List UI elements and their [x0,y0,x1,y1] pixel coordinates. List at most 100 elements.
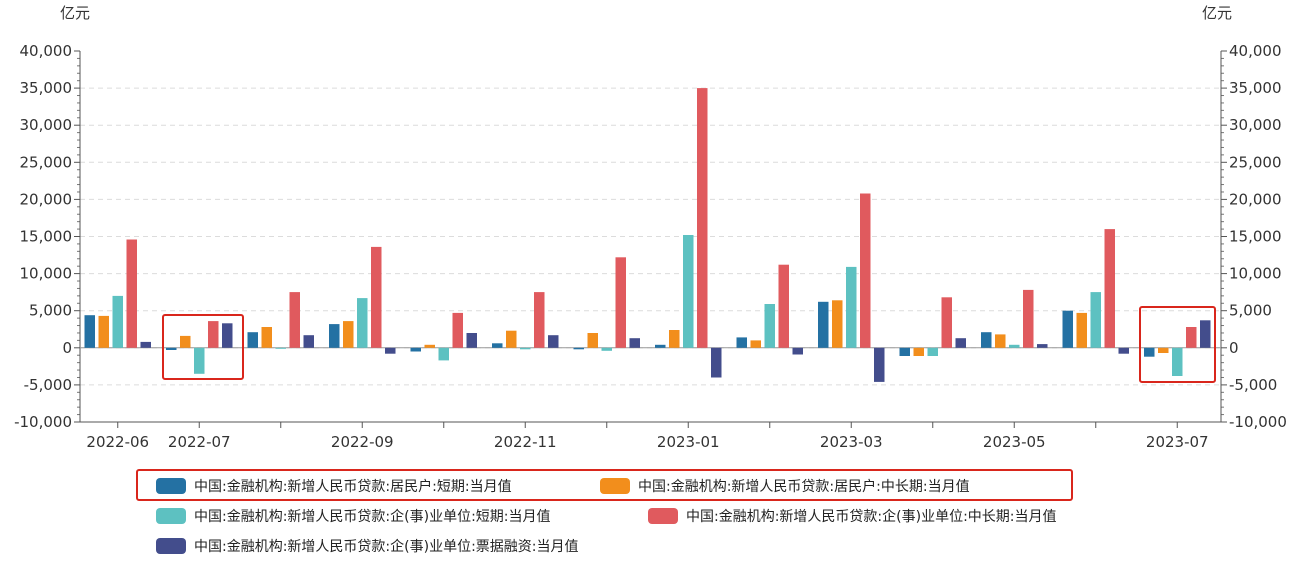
bar [126,239,137,348]
y-tick-label-left: 15,000 [20,228,73,246]
bar [778,264,789,348]
y-tick-label-right: 35,000 [1229,79,1282,97]
bar [792,347,803,355]
bar [981,332,992,348]
bar [683,235,694,348]
y-tick-label-right: 10,000 [1229,265,1282,283]
bar [492,343,503,348]
bar [343,321,354,348]
bar [140,341,151,348]
legend-swatch [156,508,186,524]
y-unit-left: 亿元 [60,4,90,22]
y-tick-label-left: 10,000 [20,265,73,283]
bar [424,344,435,348]
bar [995,334,1006,348]
bar [629,338,640,348]
y-tick-label-left: -10,000 [14,413,72,431]
legend-swatch [156,478,186,494]
bar [1037,344,1048,348]
y-tick-label-right: -5,000 [1229,376,1277,394]
bar [764,304,775,348]
y-tick-label-left: 25,000 [20,153,73,171]
bar [194,347,205,374]
bar [261,327,272,348]
bar [410,347,421,352]
y-tick-label-left: 30,000 [20,116,73,134]
y-tick-label-right: 40,000 [1229,42,1282,60]
bar [98,315,109,348]
bar [874,347,885,382]
bar [750,340,761,348]
y-tick-label-left: -5,000 [24,376,72,394]
legend-label: 中国:金融机构:新增人民币贷款:居民户:短期:当月值 [194,478,512,495]
tick-labels: 40,000 40,000 35,000 35,000 30,000 30,000 25,0… [14,42,1287,451]
bar [669,330,680,348]
y-tick-label-left: 35,000 [20,79,73,97]
x-tick-label: 2023-01 [657,433,720,451]
bar [846,266,857,348]
highlight-box-2023-07 [1139,306,1216,383]
x-tick-label: 2022-09 [331,433,394,451]
bar [941,297,952,348]
y-tick-label-right: 30,000 [1229,116,1282,134]
bar [112,295,123,348]
bar [385,347,396,354]
bar [587,333,598,348]
bars [84,88,1211,382]
bar [927,347,938,356]
y-tick-label-left: 40,000 [20,42,73,60]
bar [1200,320,1211,348]
legend-label: 中国:金融机构:新增人民币贷款:企(事)业单位:短期:当月值 [194,508,551,525]
bar [329,324,340,348]
bar [1158,347,1169,353]
legend-swatch [648,508,678,524]
x-tick-label: 2023-03 [820,433,883,451]
bar [357,298,368,348]
highlight-box-legend [136,469,1073,501]
legend-label: 中国:金融机构:新增人民币贷款:企(事)业单位:中长期:当月值 [686,508,1057,525]
bar [1076,312,1087,348]
bar [697,88,708,348]
y-tick-label-right: 15,000 [1229,228,1282,246]
legend-label: 中国:金融机构:新增人民币贷款:企(事)业单位:票据融资:当月值 [194,538,579,555]
bar [736,337,747,348]
bar [711,347,722,378]
highlight-box-2022-07 [162,314,244,380]
y-tick-label-right: 0 [1229,339,1239,357]
bar [222,323,233,348]
y-tick-label-left: 20,000 [20,190,73,208]
bar [303,335,314,348]
bar [289,292,300,348]
highlight-boxes [136,306,1216,501]
bar [371,246,382,348]
bar [180,335,191,348]
bar [1090,292,1101,348]
bar [275,347,286,349]
bar [438,347,449,361]
bar [655,344,666,348]
x-tick-label: 2022-11 [494,433,557,451]
y-tick-label-left: 5,000 [29,302,72,320]
y-tick-label-right: 20,000 [1229,190,1282,208]
x-tick-label: 2022-06 [86,433,149,451]
x-tick-label: 2023-07 [1146,433,1209,451]
bar [1062,310,1073,348]
legend: 中国:金融机构:新增人民币贷款:居民户:短期:当月值中国:金融机构:新增人民币贷… [156,478,1057,555]
x-tick-label: 2023-05 [983,433,1046,451]
bar [1186,327,1197,348]
bar [534,292,545,348]
bar [818,301,829,348]
bar [832,300,843,348]
bar [84,315,95,348]
bar [601,347,612,351]
bar [247,332,258,348]
bar [520,347,531,350]
x-tick-label: 2022-07 [168,433,231,451]
bar [1118,347,1129,354]
bar [1172,347,1183,376]
bar [860,193,871,348]
legend-label: 中国:金融机构:新增人民币贷款:居民户:中长期:当月值 [638,478,970,495]
bar [506,330,517,348]
bar [466,333,477,348]
y-tick-label-right: 5,000 [1229,302,1272,320]
